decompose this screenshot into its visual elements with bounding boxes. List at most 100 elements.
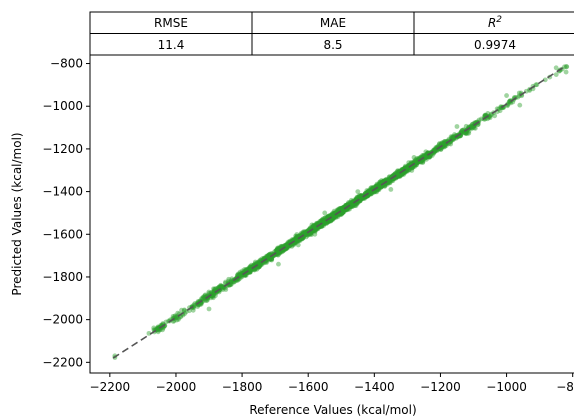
scatter-point: [293, 236, 299, 242]
y-tick-label: −1600: [42, 227, 83, 241]
scatter-point: [322, 215, 328, 221]
scatter-point: [331, 208, 337, 214]
table-value-r2: 0.9974: [474, 38, 516, 52]
scatter-point: [376, 182, 382, 188]
scatter-point: [312, 227, 318, 232]
scatter-point: [320, 221, 325, 227]
scatter-point: [202, 295, 208, 300]
scatter-point: [321, 223, 327, 228]
x-axis-label: Reference Values (kcal/mol): [249, 403, 416, 417]
scatter-point: [534, 82, 540, 88]
scatter-point: [432, 147, 438, 153]
scatter-point: [219, 284, 224, 290]
scatter-point: [376, 182, 382, 188]
scatter-point: [409, 165, 415, 171]
scatter-point: [302, 230, 307, 236]
scatter-point: [331, 212, 337, 217]
scatter-point: [247, 268, 253, 274]
scatter-point: [156, 325, 162, 330]
scatter-point: [293, 239, 299, 244]
scatter-point: [213, 286, 219, 291]
scatter-point: [308, 232, 314, 238]
scatter-point: [311, 227, 317, 232]
scatter-point: [349, 202, 355, 207]
scatter-point: [360, 196, 365, 201]
scatter-point: [321, 221, 327, 227]
scatter-point: [358, 196, 364, 202]
scatter-point: [211, 286, 216, 292]
scatter-point: [508, 100, 514, 106]
scatter-point: [312, 228, 318, 234]
scatter-point: [350, 204, 355, 210]
scatter-point: [321, 217, 326, 223]
scatter-point: [219, 284, 225, 289]
scatter-point: [302, 230, 308, 236]
scatter-point: [376, 187, 382, 193]
scatter-point: [392, 171, 398, 177]
scatter-point: [203, 297, 208, 303]
scatter-point: [182, 307, 187, 313]
scatter-point: [301, 230, 306, 236]
scatter-point: [301, 233, 307, 238]
scatter-point: [397, 174, 403, 179]
scatter-point: [426, 154, 431, 160]
scatter-point: [285, 241, 291, 247]
scatter-point: [404, 165, 410, 171]
scatter-point: [340, 210, 346, 216]
scatter-point: [332, 213, 338, 219]
scatter-point: [295, 238, 301, 244]
scatter-point: [295, 242, 301, 248]
scatter-point: [341, 206, 347, 212]
scatter-point: [347, 199, 353, 205]
scatter-point: [304, 230, 310, 235]
scatter-point: [412, 163, 418, 169]
scatter-point: [276, 245, 282, 251]
scatter-point: [405, 168, 410, 174]
scatter-point: [423, 154, 429, 160]
scatter-point: [155, 329, 161, 335]
scatter-point: [340, 206, 346, 212]
scatter-point: [396, 172, 402, 178]
scatter-point: [314, 225, 320, 231]
scatter-point: [332, 214, 338, 220]
scatter-point: [267, 256, 273, 262]
scatter-point: [223, 279, 228, 285]
scatter-point: [146, 330, 152, 336]
scatter-point: [312, 227, 318, 233]
scatter-point: [329, 212, 335, 218]
scatter-point: [365, 189, 371, 195]
scatter-point: [497, 108, 503, 114]
scatter-point: [414, 157, 419, 163]
scatter-point: [432, 148, 438, 154]
scatter-point: [434, 148, 440, 154]
scatter-point: [402, 165, 408, 171]
scatter-point: [406, 166, 412, 172]
scatter-point: [442, 142, 448, 148]
scatter-point: [328, 217, 334, 223]
scatter-point: [424, 155, 429, 161]
scatter-point: [329, 211, 335, 217]
scatter-point: [217, 284, 223, 290]
scatter-point: [310, 225, 316, 230]
scatter-point: [309, 224, 315, 230]
x-axis: −2200 −2000 −1800 −1600 −1400 −1200 −1000 −800: [90, 373, 574, 394]
scatter-point: [238, 272, 243, 278]
scatter-point: [351, 201, 357, 207]
scatter-point: [339, 207, 345, 212]
scatter-point: [377, 183, 382, 188]
scatter-point: [172, 314, 178, 320]
scatter-point: [305, 232, 311, 238]
scatter-point: [330, 216, 336, 221]
scatter-point: [378, 185, 384, 191]
scatter-point: [424, 156, 429, 162]
scatter-point: [255, 262, 261, 268]
scatter-point: [463, 130, 469, 136]
scatter-point: [384, 181, 390, 187]
scatter-point: [337, 207, 343, 213]
scatter-point: [312, 226, 318, 232]
scatter-point: [460, 128, 465, 133]
scatter-point: [411, 155, 417, 160]
scatter-point: [406, 167, 412, 172]
scatter-point: [278, 250, 283, 256]
scatter-point: [395, 172, 401, 178]
